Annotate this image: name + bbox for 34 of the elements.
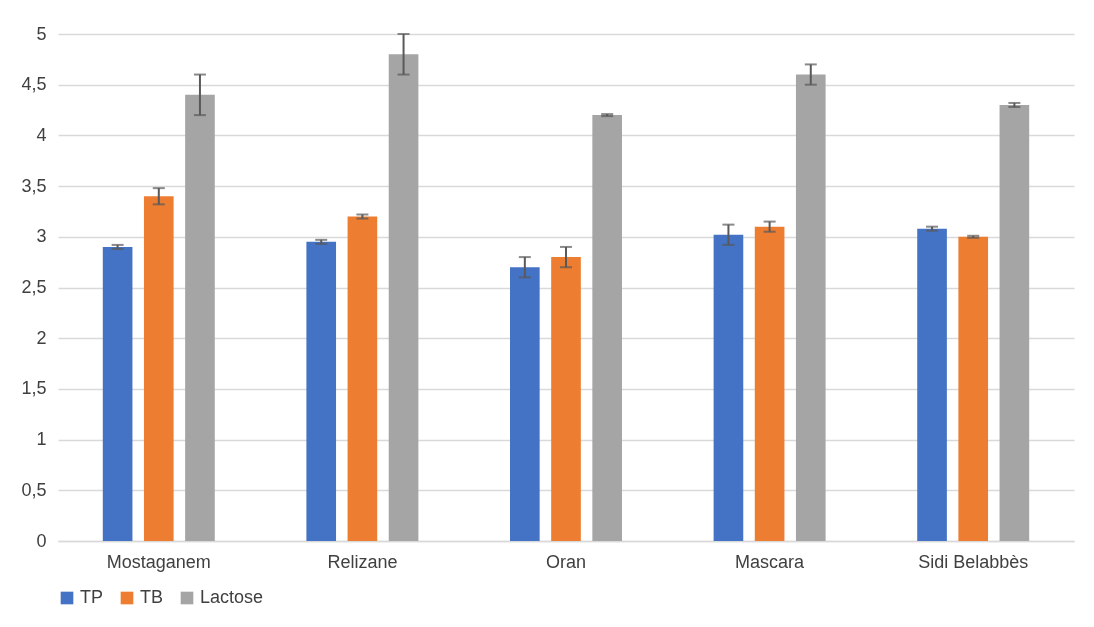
bar xyxy=(795,74,826,541)
bar xyxy=(958,236,989,541)
y-tick-label: 1,5 xyxy=(21,378,47,399)
bar xyxy=(143,196,174,541)
y-tick-label: 4,5 xyxy=(21,74,47,95)
y-tick-label: 2,5 xyxy=(21,277,47,297)
y-tick-label: 0 xyxy=(36,530,47,551)
bar xyxy=(592,115,622,541)
legend-label: Lactose xyxy=(200,587,264,607)
bar xyxy=(102,246,133,541)
bar xyxy=(754,226,785,541)
x-tick-label: Mostaganem xyxy=(106,551,211,572)
x-tick-label: Mascara xyxy=(735,551,806,572)
bar xyxy=(551,257,581,541)
y-tick-label: 2 xyxy=(36,327,47,348)
y-tick-label: 5 xyxy=(36,23,47,44)
legend-label: TB xyxy=(140,587,164,607)
y-tick-label: 3 xyxy=(36,226,47,247)
y-tick-label: 1 xyxy=(36,429,47,450)
bar xyxy=(185,94,215,541)
y-tick-label: 3,5 xyxy=(21,175,47,196)
y-tick-label: 4 xyxy=(36,124,47,145)
x-tick-label: Sidi Belabbès xyxy=(918,551,1029,572)
x-tick-label: Oran xyxy=(545,551,587,572)
x-tick-label: Relizane xyxy=(327,551,398,572)
bar xyxy=(917,228,947,541)
bar xyxy=(713,234,744,541)
bar xyxy=(510,267,540,541)
bar xyxy=(306,241,337,541)
y-tick-label: 0,5 xyxy=(21,479,47,500)
legend-label: TP xyxy=(80,587,104,607)
bar xyxy=(999,104,1030,541)
bar xyxy=(388,54,419,541)
bar xyxy=(347,216,378,541)
